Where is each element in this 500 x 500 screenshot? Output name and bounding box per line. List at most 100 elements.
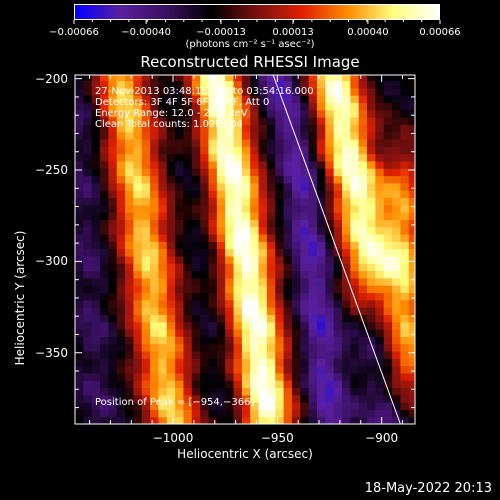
heatmap-cell <box>191 277 201 286</box>
heatmap-cell <box>100 328 109 337</box>
heatmap-cell <box>316 117 326 125</box>
heatmap-cell <box>133 372 143 381</box>
heatmap-cell <box>316 87 326 96</box>
heatmap-cell <box>333 233 343 242</box>
heatmap-cell <box>358 402 368 410</box>
heatmap-cell <box>216 168 226 177</box>
heatmap-cell <box>258 102 268 111</box>
heatmap-cell <box>341 204 351 213</box>
heatmap-cell <box>233 138 243 147</box>
heatmap-cell <box>283 394 293 403</box>
heatmap-cell <box>308 270 318 279</box>
heatmap-cell <box>208 109 218 118</box>
heatmap-cell <box>175 277 185 286</box>
heatmap-cell <box>367 241 376 250</box>
heatmap-cell <box>375 277 385 286</box>
heatmap-cell <box>241 409 251 418</box>
heatmap-cell <box>275 160 285 169</box>
heatmap-cell <box>325 204 335 213</box>
heatmap-cell <box>291 255 301 264</box>
heatmap-cell <box>133 350 143 359</box>
heatmap-cell <box>208 321 218 330</box>
heatmap-cell <box>300 95 310 104</box>
heatmap-cell <box>400 190 410 199</box>
heatmap-cell <box>350 160 360 169</box>
heatmap-cell <box>208 87 218 96</box>
heatmap-cell <box>275 153 285 162</box>
heatmap-cell <box>350 248 360 257</box>
heatmap-cell <box>392 160 401 169</box>
heatmap-cell <box>225 160 235 169</box>
heatmap-cell <box>158 87 168 96</box>
heatmap-cell <box>91 372 101 381</box>
heatmap-cell <box>358 138 368 147</box>
heatmap-cell <box>266 146 276 155</box>
heatmap-cell <box>358 292 368 301</box>
heatmap-cell <box>283 248 293 257</box>
heatmap-cell <box>283 285 293 294</box>
heatmap-cell <box>108 80 118 89</box>
heatmap-cell <box>200 197 210 206</box>
heatmap-cell <box>91 358 101 367</box>
heatmap-cell <box>283 168 293 177</box>
heatmap-cell <box>216 270 226 279</box>
heatmap-cell <box>266 285 276 294</box>
heatmap-cell <box>125 109 134 118</box>
heatmap-cell <box>175 336 185 345</box>
heatmap-cell <box>383 380 393 389</box>
heatmap-cell <box>300 226 310 235</box>
heatmap-cell <box>258 219 268 228</box>
heatmap-cell <box>333 102 343 111</box>
heatmap-cell <box>400 233 410 242</box>
heatmap-cell <box>408 160 415 169</box>
heatmap-cell <box>383 117 393 125</box>
heatmap-cell <box>225 182 235 191</box>
heatmap-cell <box>400 212 410 220</box>
heatmap-cell <box>175 219 185 228</box>
heatmap-cell <box>383 153 393 162</box>
heatmap-cell <box>191 182 201 191</box>
heatmap-cell <box>133 343 143 352</box>
heatmap-cell <box>158 380 168 389</box>
heatmap-cell <box>408 358 415 367</box>
heatmap-cell <box>408 87 415 96</box>
y-tick-label: −250 <box>35 163 68 178</box>
heatmap-cell <box>200 394 210 403</box>
heatmap-cell <box>191 263 201 272</box>
heatmap-cell <box>408 350 415 359</box>
heatmap-cell <box>375 95 385 104</box>
heatmap-cell <box>241 314 251 323</box>
heatmap-cell <box>400 343 410 352</box>
heatmap-cell <box>233 233 243 242</box>
heatmap-cell <box>150 409 160 418</box>
heatmap-cell <box>150 168 160 177</box>
heatmap-cell <box>358 416 368 424</box>
heatmap-cell <box>158 255 168 264</box>
heatmap-cell <box>233 124 243 133</box>
heatmap-cell <box>266 102 276 111</box>
heatmap-cell <box>133 409 143 418</box>
heatmap-cell <box>308 277 318 286</box>
heatmap-cell <box>358 277 368 286</box>
heatmap-cell <box>350 197 360 206</box>
heatmap-cell <box>216 226 226 235</box>
heatmap-cell <box>291 285 301 294</box>
heatmap-cell <box>208 219 218 228</box>
heatmap-cell <box>200 307 210 315</box>
heatmap-cell <box>141 75 151 82</box>
heatmap-cell <box>275 138 285 147</box>
heatmap-cell <box>408 212 415 220</box>
heatmap-cell <box>283 270 293 279</box>
heatmap-cell <box>392 182 401 191</box>
heatmap-cell <box>367 87 376 96</box>
heatmap-cell <box>216 358 226 367</box>
heatmap-cell <box>275 270 285 279</box>
heatmap-cell <box>116 80 126 89</box>
heatmap-cell <box>191 255 201 264</box>
heatmap-cell <box>166 416 176 424</box>
heatmap-cell <box>225 321 235 330</box>
heatmap-cell <box>208 314 218 323</box>
heatmap-cell <box>392 387 401 396</box>
heatmap-cell <box>141 80 151 89</box>
heatmap-cell <box>125 160 134 169</box>
